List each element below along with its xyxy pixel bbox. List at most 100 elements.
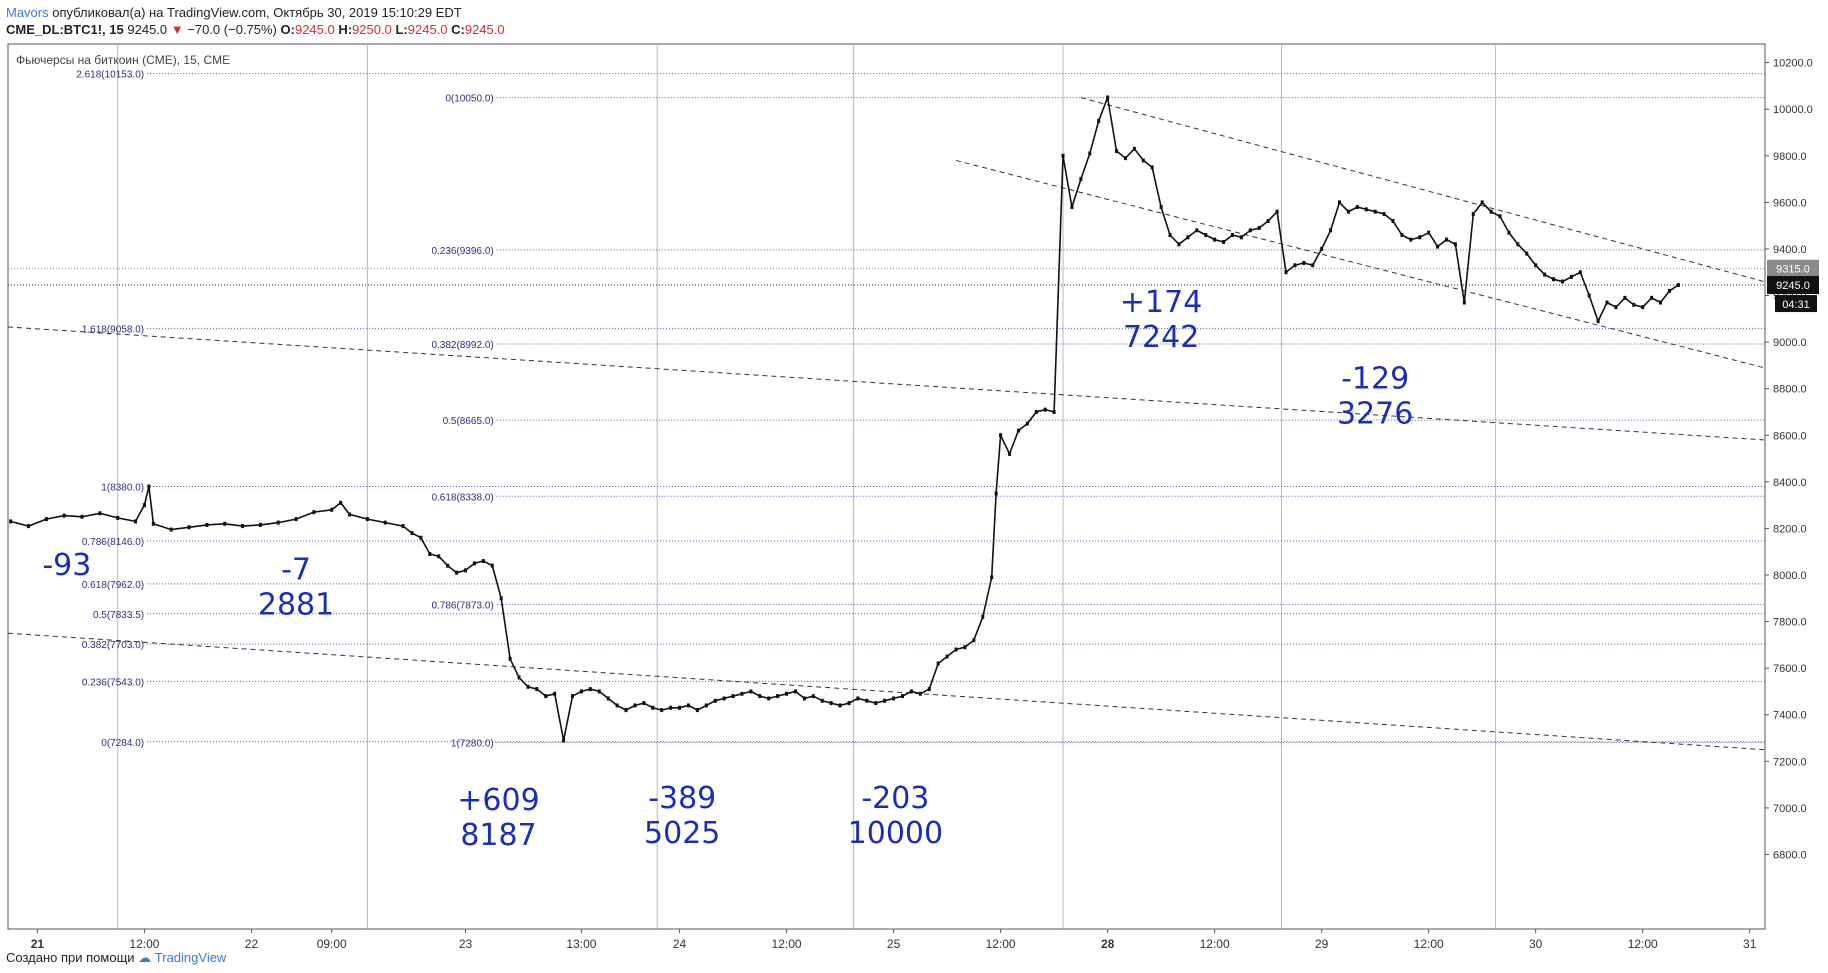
price-bar — [1177, 242, 1181, 247]
price-bar — [481, 559, 485, 564]
price-bar — [1257, 225, 1261, 230]
price-bar — [994, 491, 998, 496]
fib-level-label: 1(7280.0) — [451, 739, 494, 750]
price-bar — [856, 696, 860, 701]
x-tick-label: 12:00 — [1628, 937, 1658, 951]
y-tick-label: 8800.0 — [1773, 384, 1807, 396]
y-tick-label: 8400.0 — [1773, 477, 1807, 489]
tradingview-brand[interactable]: TradingView — [154, 950, 227, 965]
price-bar — [437, 554, 441, 559]
price-bar — [838, 703, 842, 708]
price-bar — [241, 524, 245, 529]
price-bar — [606, 696, 610, 701]
price-bar — [1445, 237, 1449, 242]
price-bar — [1079, 177, 1083, 182]
price-bar — [883, 698, 887, 703]
price-bar — [1061, 153, 1065, 158]
price-bar — [1498, 214, 1502, 219]
author-name[interactable]: Mavors — [6, 5, 49, 20]
x-tick-label: 25 — [887, 937, 901, 951]
price-bar — [1614, 305, 1618, 310]
annotation-line1: -203 — [861, 781, 929, 816]
fib-level-label: 0.382(8992.0) — [431, 340, 493, 351]
price-bar — [169, 527, 173, 532]
price-bar — [758, 694, 762, 699]
trend-line — [7, 326, 1765, 441]
price-bar — [9, 519, 13, 524]
price-bar — [981, 614, 985, 619]
price-bar — [401, 524, 405, 529]
price-bar — [508, 656, 512, 661]
open-value: 9245.0 — [294, 22, 335, 37]
price-bar — [624, 708, 628, 713]
price-bar — [633, 703, 637, 708]
price-bar — [1632, 302, 1636, 307]
price-bar — [1186, 235, 1190, 240]
price-bar — [1159, 205, 1163, 210]
down-arrow-icon: ▼ — [170, 22, 184, 37]
fib-level-label: 0.618(8338.0) — [431, 492, 493, 503]
annotation-line2: 3276 — [1337, 397, 1413, 432]
price-bar — [1641, 305, 1645, 310]
symbol-label: CME_DL:BTC1!, 15 — [6, 22, 124, 37]
tradingview-logo-icon[interactable]: ☁ — [138, 950, 152, 965]
price-bar — [999, 433, 1003, 438]
x-tick-label: 30 — [1529, 937, 1543, 951]
price-bar — [294, 517, 298, 522]
price-bar — [713, 698, 717, 703]
price-bar — [80, 514, 84, 519]
price-bar — [1659, 300, 1663, 305]
low-value: 9245.0 — [407, 22, 448, 37]
price-bar — [1364, 207, 1368, 212]
price-bar — [740, 691, 744, 696]
price-bar — [927, 687, 931, 692]
price-bar — [793, 689, 797, 694]
annotation-line2: 5025 — [644, 816, 720, 851]
countdown-value: 04:31 — [1782, 299, 1810, 311]
price-bar — [1355, 205, 1359, 210]
fib-level-label: 0.786(8146.0) — [82, 537, 144, 548]
x-tick-label: 28 — [1101, 937, 1115, 951]
price-bar — [1382, 212, 1386, 217]
y-tick-label: 8200.0 — [1773, 523, 1807, 535]
price-bar — [892, 696, 896, 701]
price-bar — [446, 563, 450, 568]
price-bar — [785, 691, 789, 696]
price-bar — [1106, 95, 1110, 100]
price-bar — [660, 708, 664, 713]
price-bar — [1150, 165, 1154, 170]
price-bar — [954, 647, 958, 652]
price-bar — [909, 689, 913, 694]
price-bar — [1204, 232, 1208, 237]
x-tick-label: 23 — [459, 937, 473, 951]
fib-level-label: 0(7284.0) — [101, 738, 144, 749]
close-label: C: — [451, 22, 465, 37]
annotation-line1: +609 — [457, 783, 539, 818]
price-bar — [464, 568, 468, 573]
x-tick-label: 12:00 — [772, 937, 802, 951]
fib-level-label: 1(8380.0) — [101, 483, 144, 494]
price-bar — [1346, 209, 1350, 214]
price-bar — [1418, 235, 1422, 240]
price-bar — [526, 684, 530, 689]
y-tick-label: 7600.0 — [1773, 663, 1807, 675]
countdown-tag — [1775, 295, 1817, 313]
annotation-line2: 2881 — [258, 588, 334, 623]
price-bar — [1168, 232, 1172, 237]
price-bar — [1329, 228, 1333, 233]
y-tick-label: 10000.0 — [1773, 104, 1813, 116]
annotation-line1: +174 — [1120, 285, 1202, 320]
price-bar — [597, 689, 601, 694]
published-info: опубликовал(а) на TradingView.com, Октяб… — [52, 5, 462, 20]
price-bar — [1088, 151, 1092, 156]
price-bar — [1284, 270, 1288, 275]
fib-level-label: 0.236(9396.0) — [431, 246, 493, 257]
price-bar — [1471, 212, 1475, 217]
price-bar — [1320, 246, 1324, 251]
price-bar — [669, 705, 673, 710]
price-bar — [1132, 146, 1136, 151]
price-bar — [44, 517, 48, 522]
price-bar — [1480, 200, 1484, 205]
price-bar — [410, 531, 414, 536]
